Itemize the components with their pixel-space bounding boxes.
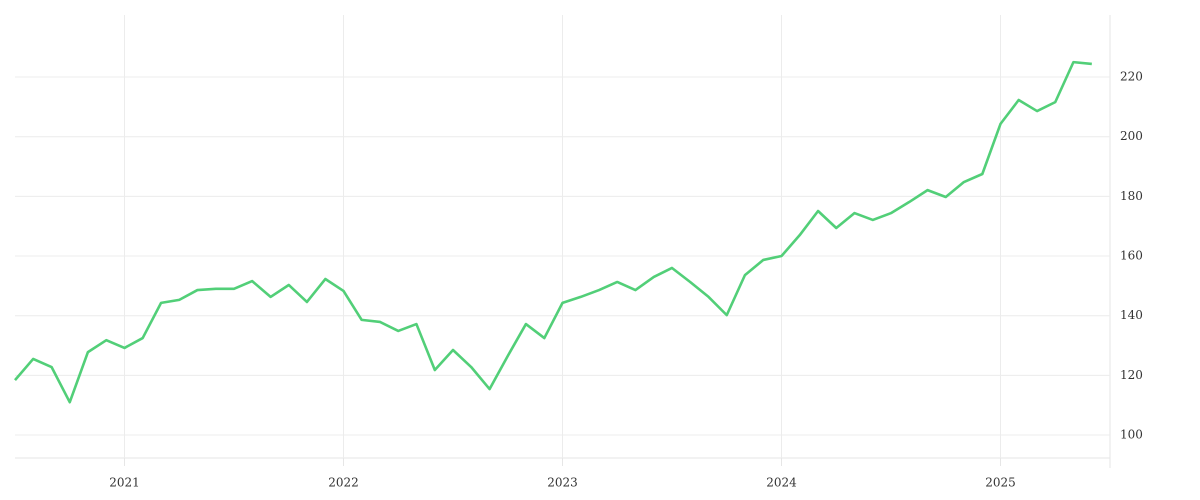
y-tick-label: 220: [1120, 70, 1143, 84]
x-tick-label: 2022: [328, 476, 359, 490]
price-line: [14, 60, 1092, 404]
x-tick-label: 2023: [547, 476, 578, 490]
x-tick-label: 2021: [109, 476, 140, 490]
y-tick-label: 140: [1120, 308, 1143, 322]
y-tick-label: 200: [1120, 129, 1143, 143]
y-tick-label: 100: [1120, 428, 1143, 442]
y-tick-label: 180: [1120, 189, 1143, 203]
x-tick-label: 2024: [766, 476, 797, 490]
x-tick-label: 2025: [985, 476, 1016, 490]
y-tick-label: 160: [1120, 249, 1143, 263]
y-tick-label: 120: [1120, 368, 1143, 382]
